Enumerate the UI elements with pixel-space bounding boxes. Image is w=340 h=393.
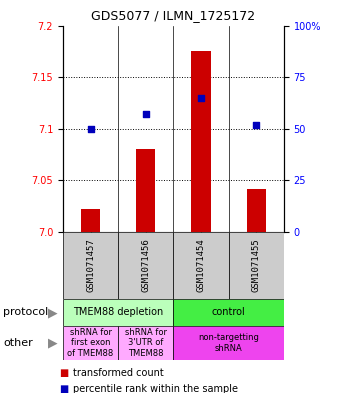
Point — [198, 95, 204, 101]
Bar — [63, 232, 118, 299]
Text: shRNA for
3'UTR of
TMEM88: shRNA for 3'UTR of TMEM88 — [125, 328, 167, 358]
Bar — [173, 326, 284, 360]
Bar — [173, 232, 228, 299]
Text: GSM1071454: GSM1071454 — [197, 239, 205, 292]
Text: transformed count: transformed count — [73, 368, 164, 378]
Text: non-targetting
shRNA: non-targetting shRNA — [198, 333, 259, 353]
Bar — [63, 299, 173, 326]
Text: percentile rank within the sample: percentile rank within the sample — [73, 384, 238, 393]
Text: shRNA for
first exon
of TMEM88: shRNA for first exon of TMEM88 — [67, 328, 114, 358]
Bar — [118, 326, 173, 360]
Text: ■: ■ — [59, 384, 69, 393]
Bar — [81, 209, 100, 232]
Text: protocol: protocol — [3, 307, 49, 318]
Text: GSM1071455: GSM1071455 — [252, 239, 261, 292]
Text: control: control — [212, 307, 245, 318]
Text: other: other — [3, 338, 33, 348]
Text: ■: ■ — [59, 368, 69, 378]
Title: GDS5077 / ILMN_1725172: GDS5077 / ILMN_1725172 — [91, 9, 255, 22]
Point — [88, 126, 93, 132]
Point — [254, 121, 259, 128]
Bar — [173, 299, 284, 326]
Text: ▶: ▶ — [48, 306, 57, 319]
Text: GSM1071457: GSM1071457 — [86, 239, 95, 292]
Bar — [136, 149, 155, 232]
Bar — [228, 232, 284, 299]
Bar — [246, 189, 266, 232]
Text: ▶: ▶ — [48, 336, 57, 349]
Bar — [191, 51, 211, 232]
Text: TMEM88 depletion: TMEM88 depletion — [73, 307, 163, 318]
Text: GSM1071456: GSM1071456 — [141, 239, 150, 292]
Bar — [63, 326, 118, 360]
Point — [143, 111, 149, 118]
Bar — [118, 232, 173, 299]
